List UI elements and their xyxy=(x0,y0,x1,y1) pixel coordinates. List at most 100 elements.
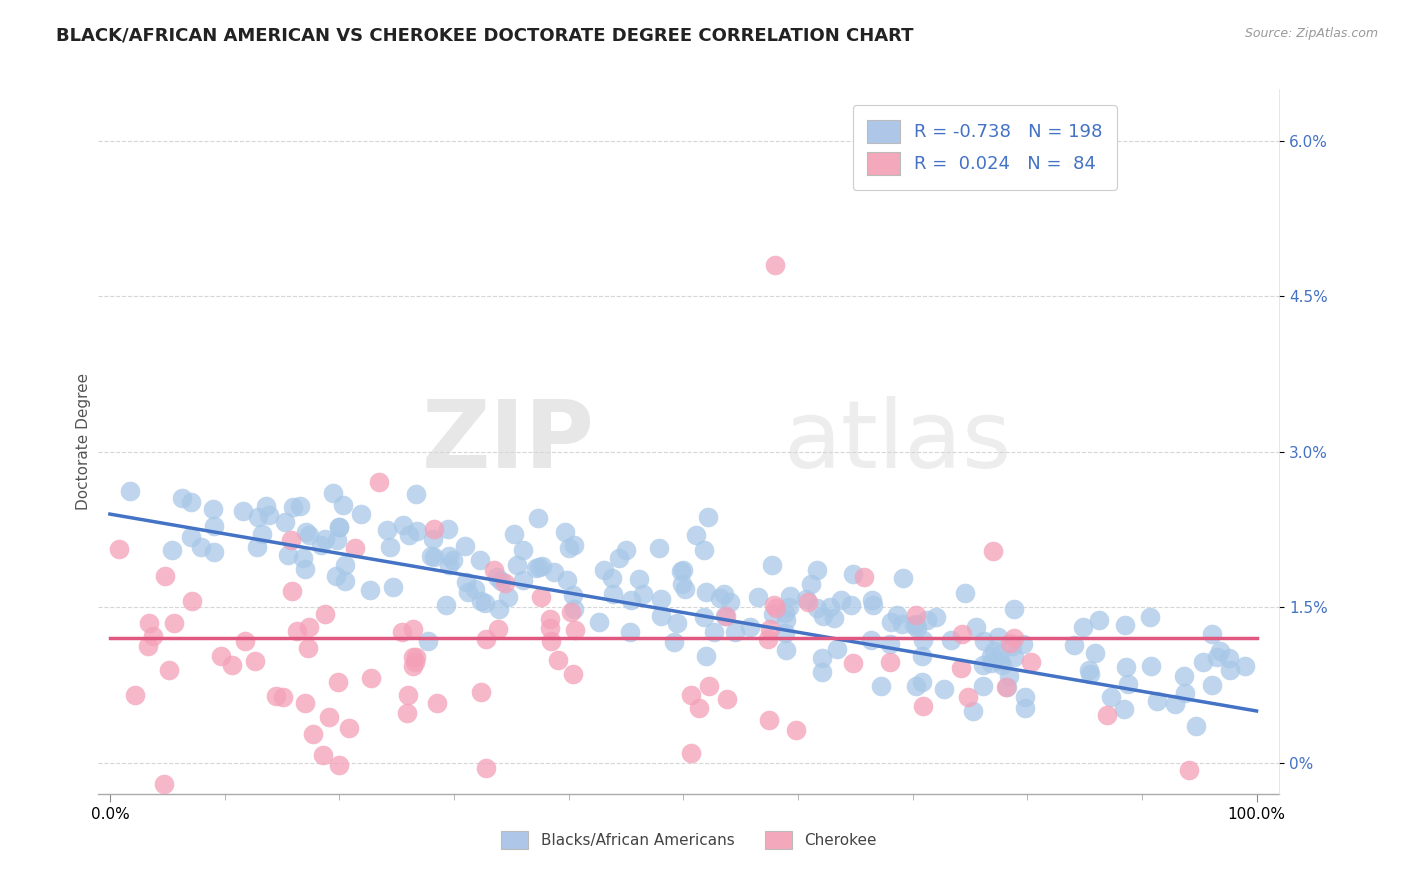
Point xyxy=(1063,639,1085,653)
Point xyxy=(987,630,1010,644)
Point xyxy=(794,592,817,607)
Point xyxy=(758,713,780,727)
Point xyxy=(543,566,565,580)
Point xyxy=(911,649,934,664)
Point xyxy=(524,560,547,574)
Point xyxy=(839,598,862,612)
Point xyxy=(859,633,882,648)
Point xyxy=(527,510,550,524)
Point xyxy=(713,587,735,601)
Point xyxy=(810,665,832,679)
Point xyxy=(280,533,302,548)
Point xyxy=(326,674,349,689)
Point xyxy=(120,483,142,498)
Point xyxy=(294,562,316,576)
Point xyxy=(709,591,731,605)
Point xyxy=(1173,668,1195,682)
Point xyxy=(318,710,340,724)
Point xyxy=(157,663,180,677)
Point xyxy=(470,685,492,699)
Point xyxy=(879,655,901,669)
Point xyxy=(714,609,737,624)
Point xyxy=(287,624,309,638)
Point xyxy=(904,607,927,622)
Point xyxy=(406,524,429,538)
Point xyxy=(486,623,509,637)
Point xyxy=(842,567,865,582)
Y-axis label: Doctorate Degree: Doctorate Degree xyxy=(76,373,91,510)
Point xyxy=(475,632,498,646)
Point xyxy=(891,571,914,585)
Point xyxy=(934,682,956,697)
Point xyxy=(562,602,585,616)
Point xyxy=(1095,708,1118,723)
Point xyxy=(912,699,935,714)
Point xyxy=(830,593,852,607)
Point xyxy=(1115,660,1137,674)
Point xyxy=(136,639,159,653)
Point xyxy=(405,649,427,664)
Point xyxy=(564,623,586,637)
Point xyxy=(806,564,828,578)
Point xyxy=(420,549,443,564)
Point xyxy=(375,523,398,537)
Point xyxy=(360,671,382,685)
Point xyxy=(297,641,319,656)
Point xyxy=(155,569,177,583)
Point xyxy=(402,649,425,664)
Point xyxy=(785,723,807,738)
Point xyxy=(800,577,823,591)
Point xyxy=(903,618,925,632)
Point xyxy=(980,657,1002,671)
Point xyxy=(437,549,460,563)
Point xyxy=(593,563,616,577)
Point xyxy=(138,615,160,630)
Point xyxy=(779,600,801,615)
Point xyxy=(163,615,186,630)
Point xyxy=(328,520,350,534)
Point xyxy=(474,596,496,610)
Point xyxy=(695,648,717,663)
Text: Source: ZipAtlas.com: Source: ZipAtlas.com xyxy=(1244,27,1378,40)
Point xyxy=(693,610,716,624)
Point xyxy=(202,545,225,559)
Point xyxy=(972,679,994,693)
Point xyxy=(245,541,267,555)
Point xyxy=(494,575,516,590)
Point xyxy=(294,696,316,710)
Point xyxy=(1004,632,1026,646)
Point xyxy=(142,629,165,643)
Point xyxy=(962,704,984,718)
Point xyxy=(464,582,486,596)
Point xyxy=(434,599,457,613)
Point xyxy=(312,747,335,762)
Point xyxy=(443,552,465,566)
Point xyxy=(972,658,994,673)
Point xyxy=(273,690,295,704)
Point xyxy=(714,609,737,624)
Point xyxy=(496,590,519,604)
Point xyxy=(853,570,876,584)
Point xyxy=(343,541,366,556)
Point xyxy=(232,504,254,518)
Point xyxy=(396,706,419,721)
Point xyxy=(292,550,315,565)
Point xyxy=(392,518,415,533)
Point xyxy=(973,633,995,648)
Point xyxy=(987,648,1010,662)
Point xyxy=(980,649,1002,664)
Point xyxy=(1078,663,1101,677)
Point xyxy=(250,527,273,541)
Point xyxy=(775,613,797,627)
Point xyxy=(627,573,650,587)
Point xyxy=(797,594,820,608)
Point xyxy=(1014,700,1036,714)
Point xyxy=(880,615,903,630)
Point xyxy=(512,542,534,557)
Point xyxy=(558,541,581,556)
Point xyxy=(454,574,477,589)
Point xyxy=(1164,697,1187,711)
Point xyxy=(233,634,256,648)
Point xyxy=(1000,640,1022,654)
Point xyxy=(763,258,786,272)
